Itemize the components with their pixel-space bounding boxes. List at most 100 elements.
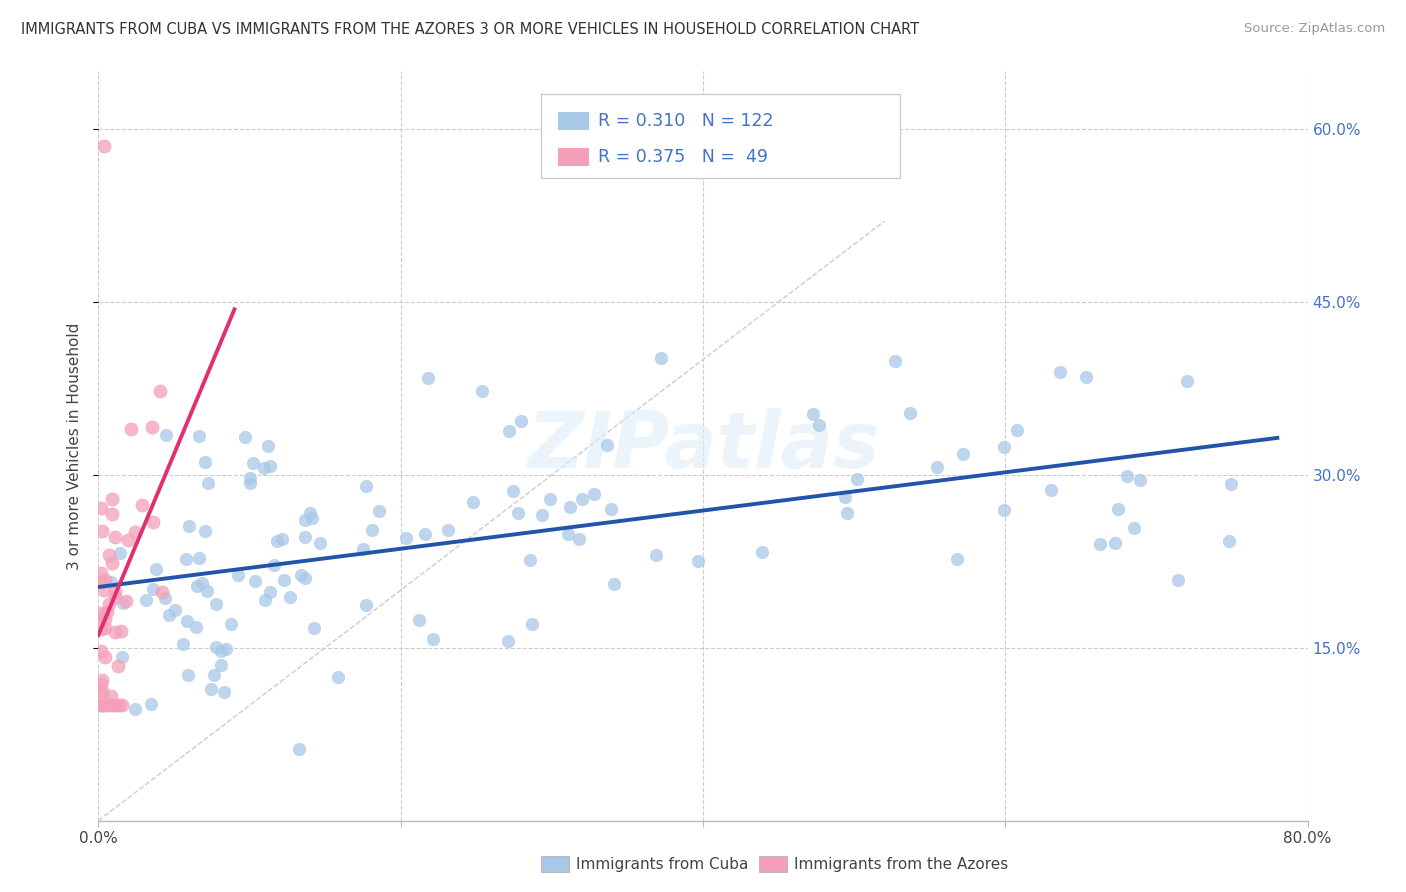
Point: [209, 644, 232, 658]
Point: [100, 491, 122, 506]
Point: [142, 516, 165, 530]
Point: [1167, 574, 1189, 588]
Point: [352, 541, 374, 556]
Point: [187, 429, 209, 443]
Point: [595, 438, 617, 452]
Point: [603, 576, 626, 591]
Point: [946, 552, 969, 566]
Point: [179, 519, 201, 533]
Point: [253, 593, 276, 607]
Text: Immigrants from the Azores: Immigrants from the Azores: [794, 857, 1008, 871]
Point: [96, 605, 118, 619]
Point: [422, 632, 444, 647]
Point: [288, 742, 311, 756]
Point: [807, 417, 830, 432]
Point: [599, 502, 621, 516]
Point: [993, 440, 1015, 454]
Point: [519, 553, 541, 567]
Point: [557, 527, 579, 541]
Point: [145, 562, 167, 576]
Point: [801, 407, 824, 421]
Point: [252, 460, 274, 475]
Point: [368, 504, 391, 518]
Point: [846, 472, 869, 486]
Point: [100, 689, 122, 703]
Point: [194, 455, 217, 469]
Point: [97, 548, 120, 562]
Point: [301, 511, 323, 525]
Point: [294, 513, 316, 527]
Point: [243, 574, 266, 588]
Point: [131, 498, 153, 512]
Point: [115, 594, 138, 608]
Point: [188, 550, 211, 565]
Point: [925, 460, 948, 475]
Point: [571, 492, 593, 507]
Point: [90, 698, 112, 713]
Point: [101, 556, 124, 570]
Point: [233, 430, 256, 444]
Point: [1116, 469, 1139, 483]
Point: [413, 527, 436, 541]
Point: [540, 491, 562, 506]
Point: [90, 622, 112, 636]
Point: [90, 698, 112, 713]
Point: [354, 478, 377, 492]
Point: [1074, 370, 1097, 384]
Point: [883, 354, 905, 368]
Point: [215, 641, 238, 656]
Point: [97, 698, 120, 713]
Point: [506, 507, 529, 521]
Point: [110, 624, 132, 638]
Point: [90, 609, 112, 624]
Point: [124, 525, 146, 540]
Point: [191, 576, 214, 591]
Point: [104, 590, 127, 604]
Point: [100, 574, 122, 589]
Point: [471, 384, 494, 398]
Point: [226, 567, 249, 582]
Point: [155, 428, 177, 442]
Point: [111, 649, 134, 664]
Point: [153, 591, 176, 605]
Point: [436, 523, 458, 537]
Point: [204, 640, 226, 654]
Point: [299, 507, 322, 521]
Point: [150, 585, 173, 599]
Point: [952, 447, 974, 461]
Point: [242, 457, 264, 471]
Point: [1005, 423, 1028, 437]
Point: [502, 483, 524, 498]
Point: [90, 500, 112, 515]
Point: [107, 659, 129, 673]
Point: [111, 698, 134, 713]
Point: [163, 602, 186, 616]
Point: [212, 685, 235, 699]
Point: [93, 139, 115, 153]
Point: [101, 698, 124, 713]
Point: [361, 523, 384, 537]
Point: [176, 614, 198, 628]
Point: [110, 546, 132, 560]
Point: [1107, 501, 1129, 516]
Point: [139, 697, 162, 711]
Point: [93, 650, 115, 665]
Point: [1175, 374, 1198, 388]
Point: [309, 536, 332, 550]
Point: [302, 621, 325, 635]
Point: [583, 487, 606, 501]
Point: [104, 585, 127, 599]
Point: [259, 459, 281, 474]
Point: [90, 606, 112, 620]
Point: [209, 658, 232, 673]
Point: [498, 424, 520, 438]
Point: [98, 597, 121, 611]
Point: [1104, 535, 1126, 549]
Point: [142, 582, 165, 597]
Point: [200, 681, 222, 696]
Point: [463, 494, 485, 508]
Point: [111, 596, 134, 610]
Point: [90, 644, 112, 658]
Point: [1218, 534, 1240, 549]
Point: [278, 590, 301, 604]
